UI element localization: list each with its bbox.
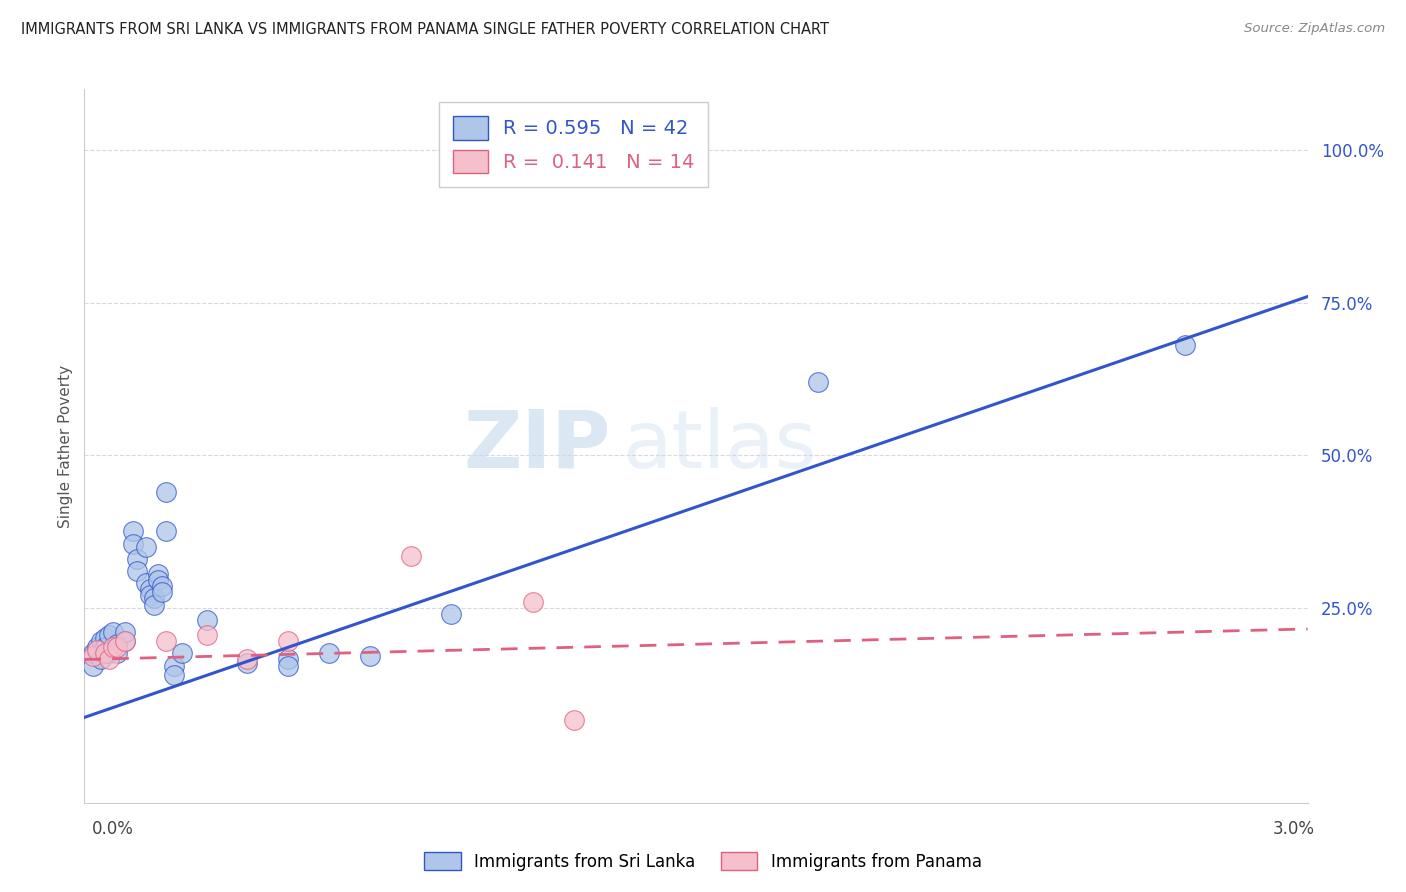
Point <box>150 585 173 599</box>
Point <box>122 524 145 539</box>
Point <box>93 646 115 660</box>
Point <box>146 567 169 582</box>
Y-axis label: Single Father Poverty: Single Father Poverty <box>58 365 73 527</box>
Point <box>163 667 186 681</box>
Point <box>82 649 104 664</box>
Text: Source: ZipAtlas.com: Source: ZipAtlas.com <box>1244 22 1385 36</box>
Text: 0.0%: 0.0% <box>91 820 134 838</box>
Point <box>101 625 124 640</box>
Point <box>97 652 120 666</box>
Point <box>1174 338 1197 352</box>
Point <box>105 637 128 651</box>
Point <box>195 628 218 642</box>
Point <box>236 652 259 666</box>
Point <box>86 643 108 657</box>
Point <box>142 598 165 612</box>
Point <box>142 591 165 606</box>
Text: atlas: atlas <box>623 407 817 485</box>
Point <box>172 646 194 660</box>
Point <box>82 658 104 673</box>
Point <box>562 714 585 728</box>
Point <box>155 524 177 539</box>
Point <box>90 652 112 666</box>
Point <box>86 640 108 655</box>
Point <box>146 573 169 587</box>
Point <box>277 634 299 648</box>
Text: 3.0%: 3.0% <box>1272 820 1315 838</box>
Point <box>93 640 115 655</box>
Point <box>93 631 115 645</box>
Point <box>114 634 136 648</box>
Point <box>114 625 136 640</box>
Point <box>127 564 149 578</box>
Point <box>807 375 830 389</box>
Point <box>127 551 149 566</box>
Point <box>114 634 136 648</box>
Point <box>359 649 381 664</box>
Point <box>399 549 422 563</box>
Point <box>163 658 186 673</box>
Point <box>318 646 340 660</box>
Text: ZIP: ZIP <box>463 407 610 485</box>
Point <box>105 646 128 660</box>
Point <box>195 613 218 627</box>
Point <box>135 540 157 554</box>
Point <box>90 634 112 648</box>
Point <box>522 594 544 608</box>
Point <box>82 646 104 660</box>
Point <box>135 576 157 591</box>
Point <box>277 658 299 673</box>
Point <box>97 646 120 660</box>
Text: IMMIGRANTS FROM SRI LANKA VS IMMIGRANTS FROM PANAMA SINGLE FATHER POVERTY CORREL: IMMIGRANTS FROM SRI LANKA VS IMMIGRANTS … <box>21 22 830 37</box>
Point <box>236 656 259 670</box>
Point <box>155 484 177 499</box>
Point <box>122 536 145 550</box>
Legend: Immigrants from Sri Lanka, Immigrants from Panama: Immigrants from Sri Lanka, Immigrants fr… <box>416 844 990 880</box>
Point <box>277 652 299 666</box>
Point <box>101 640 124 655</box>
Point <box>440 607 463 621</box>
Point <box>138 582 160 597</box>
Point <box>155 634 177 648</box>
Legend: R = 0.595   N = 42, R =  0.141   N = 14: R = 0.595 N = 42, R = 0.141 N = 14 <box>439 103 709 187</box>
Point <box>138 589 160 603</box>
Point <box>150 579 173 593</box>
Point <box>105 640 128 655</box>
Point <box>97 628 120 642</box>
